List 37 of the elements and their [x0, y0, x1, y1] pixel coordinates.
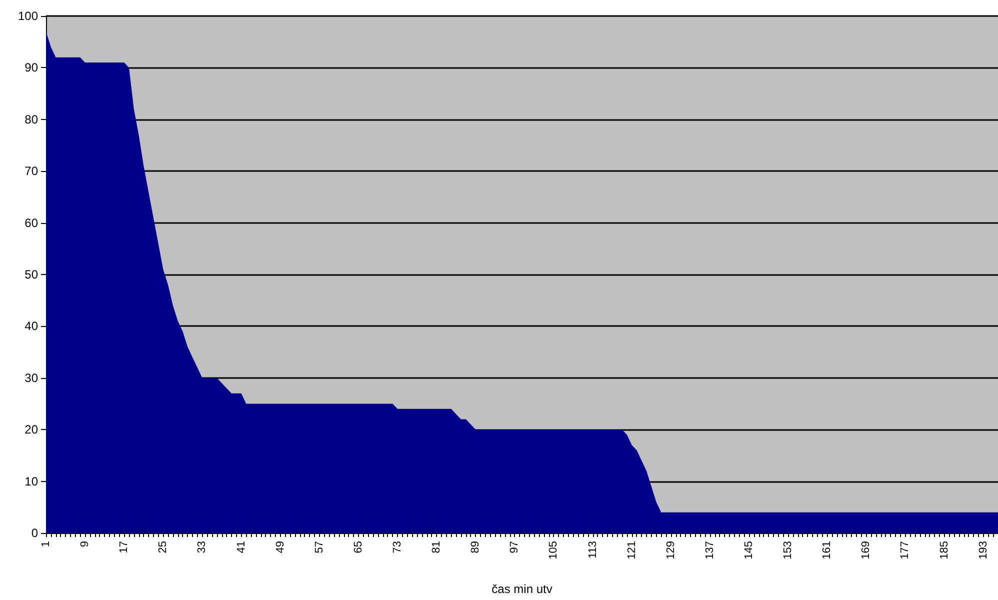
x-tick-label: 57: [313, 541, 326, 554]
x-tick-label: 145: [743, 541, 756, 560]
y-tick-label: 100: [18, 9, 38, 23]
y-tick-label: 90: [24, 60, 38, 75]
x-tick-label: 41: [235, 541, 248, 554]
x-tick-label: 137: [704, 541, 716, 560]
x-tick-label: 73: [392, 541, 404, 554]
y-tick-label: 40: [24, 319, 38, 334]
y-tick-label: 80: [24, 112, 38, 126]
x-tick-label: 177: [899, 541, 912, 560]
x-axis-title: čas min utv: [492, 582, 552, 596]
x-tick-label: 161: [821, 541, 834, 560]
x-tick-label: 193: [977, 541, 990, 560]
x-tick-label: 1: [40, 541, 52, 548]
x-tick-label: 169: [860, 541, 872, 560]
x-tick-label: 81: [430, 541, 443, 554]
x-tick-label: 113: [586, 541, 599, 559]
x-tick-label: 89: [470, 541, 482, 554]
x-tick-label: 33: [196, 541, 208, 554]
y-tick-label: 10: [24, 474, 38, 488]
x-tick-label: 121: [626, 541, 638, 560]
y-tick-label: 0: [31, 526, 38, 540]
x-tick-label: 49: [274, 541, 286, 554]
x-tick-label: 153: [782, 541, 794, 560]
x-tick-label: 9: [79, 541, 92, 548]
x-tick-label: 25: [157, 541, 170, 554]
y-tick-label: 50: [24, 268, 38, 282]
y-tick-label: 20: [24, 422, 38, 437]
y-tick-label: 30: [24, 370, 38, 385]
x-tick-label: 65: [352, 541, 364, 554]
x-tick-label: 97: [508, 541, 521, 554]
x-tick-label: 17: [118, 541, 130, 554]
y-tick-label: 60: [24, 216, 38, 230]
x-tick-label: 129: [664, 541, 677, 560]
y-tick-label: 70: [24, 164, 38, 178]
x-tick-label: 185: [938, 541, 950, 560]
x-tick-label: 105: [548, 541, 560, 560]
